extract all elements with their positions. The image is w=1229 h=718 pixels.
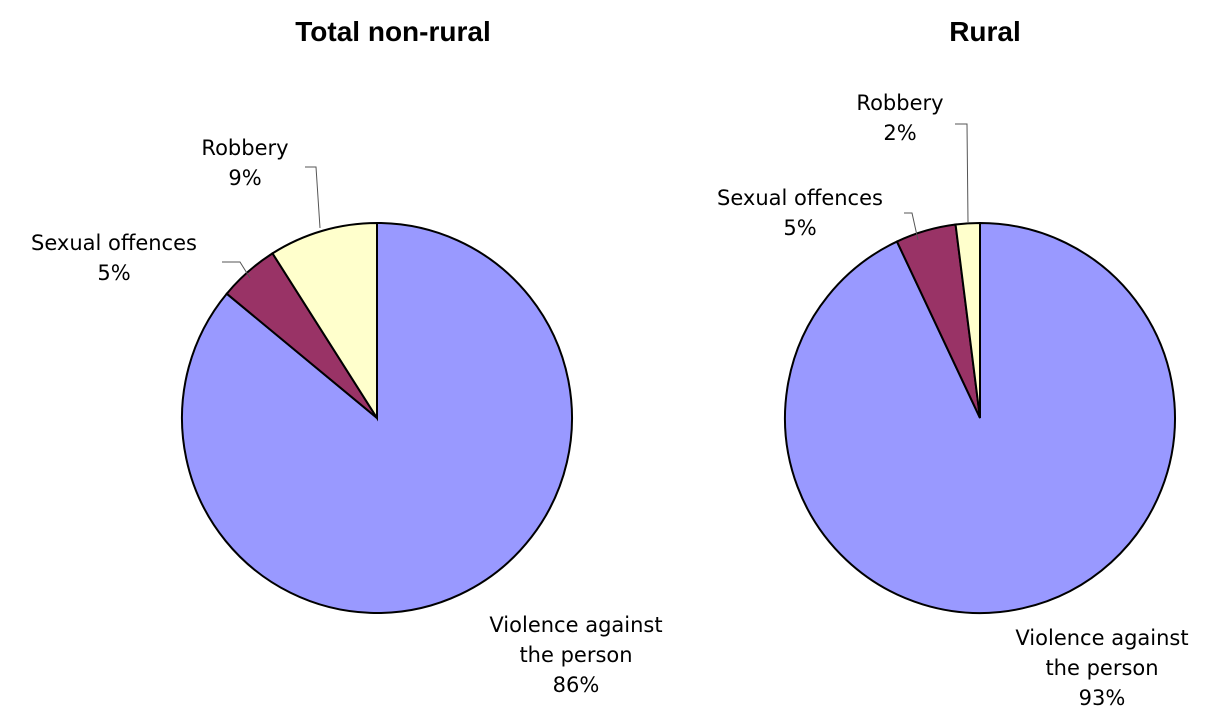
slice-label-violence-against-the-person: Violence against the person 86% [489,613,662,697]
pie-slice-robbery [954,221,981,419]
pie-rural: Violence against the person 93% Sexual offe… [717,91,1189,710]
chart-title-rural: Rural [949,16,1021,47]
leader-line-robbery [955,123,969,223]
slice-label-robbery: Robbery 2% [856,91,943,145]
pie-total-non-rural: Violence against the person 86% Sexual offe… [31,136,663,697]
slice-label-robbery: Robbery 9% [201,136,288,190]
chart-title-total-non-rural: Total non-rural [295,16,490,47]
leader-line-sexual-offences [222,261,251,279]
leader-line-robbery [305,166,321,229]
pie-slice-robbery [271,221,378,422]
leader-line-sexual-offences [904,212,919,241]
slice-label-violence-against-the-person: Violence against the person 93% [1015,626,1188,710]
slice-label-sexual-offences: Sexual offences 5% [31,231,197,285]
slice-label-sexual-offences: Sexual offences 5% [717,186,883,240]
